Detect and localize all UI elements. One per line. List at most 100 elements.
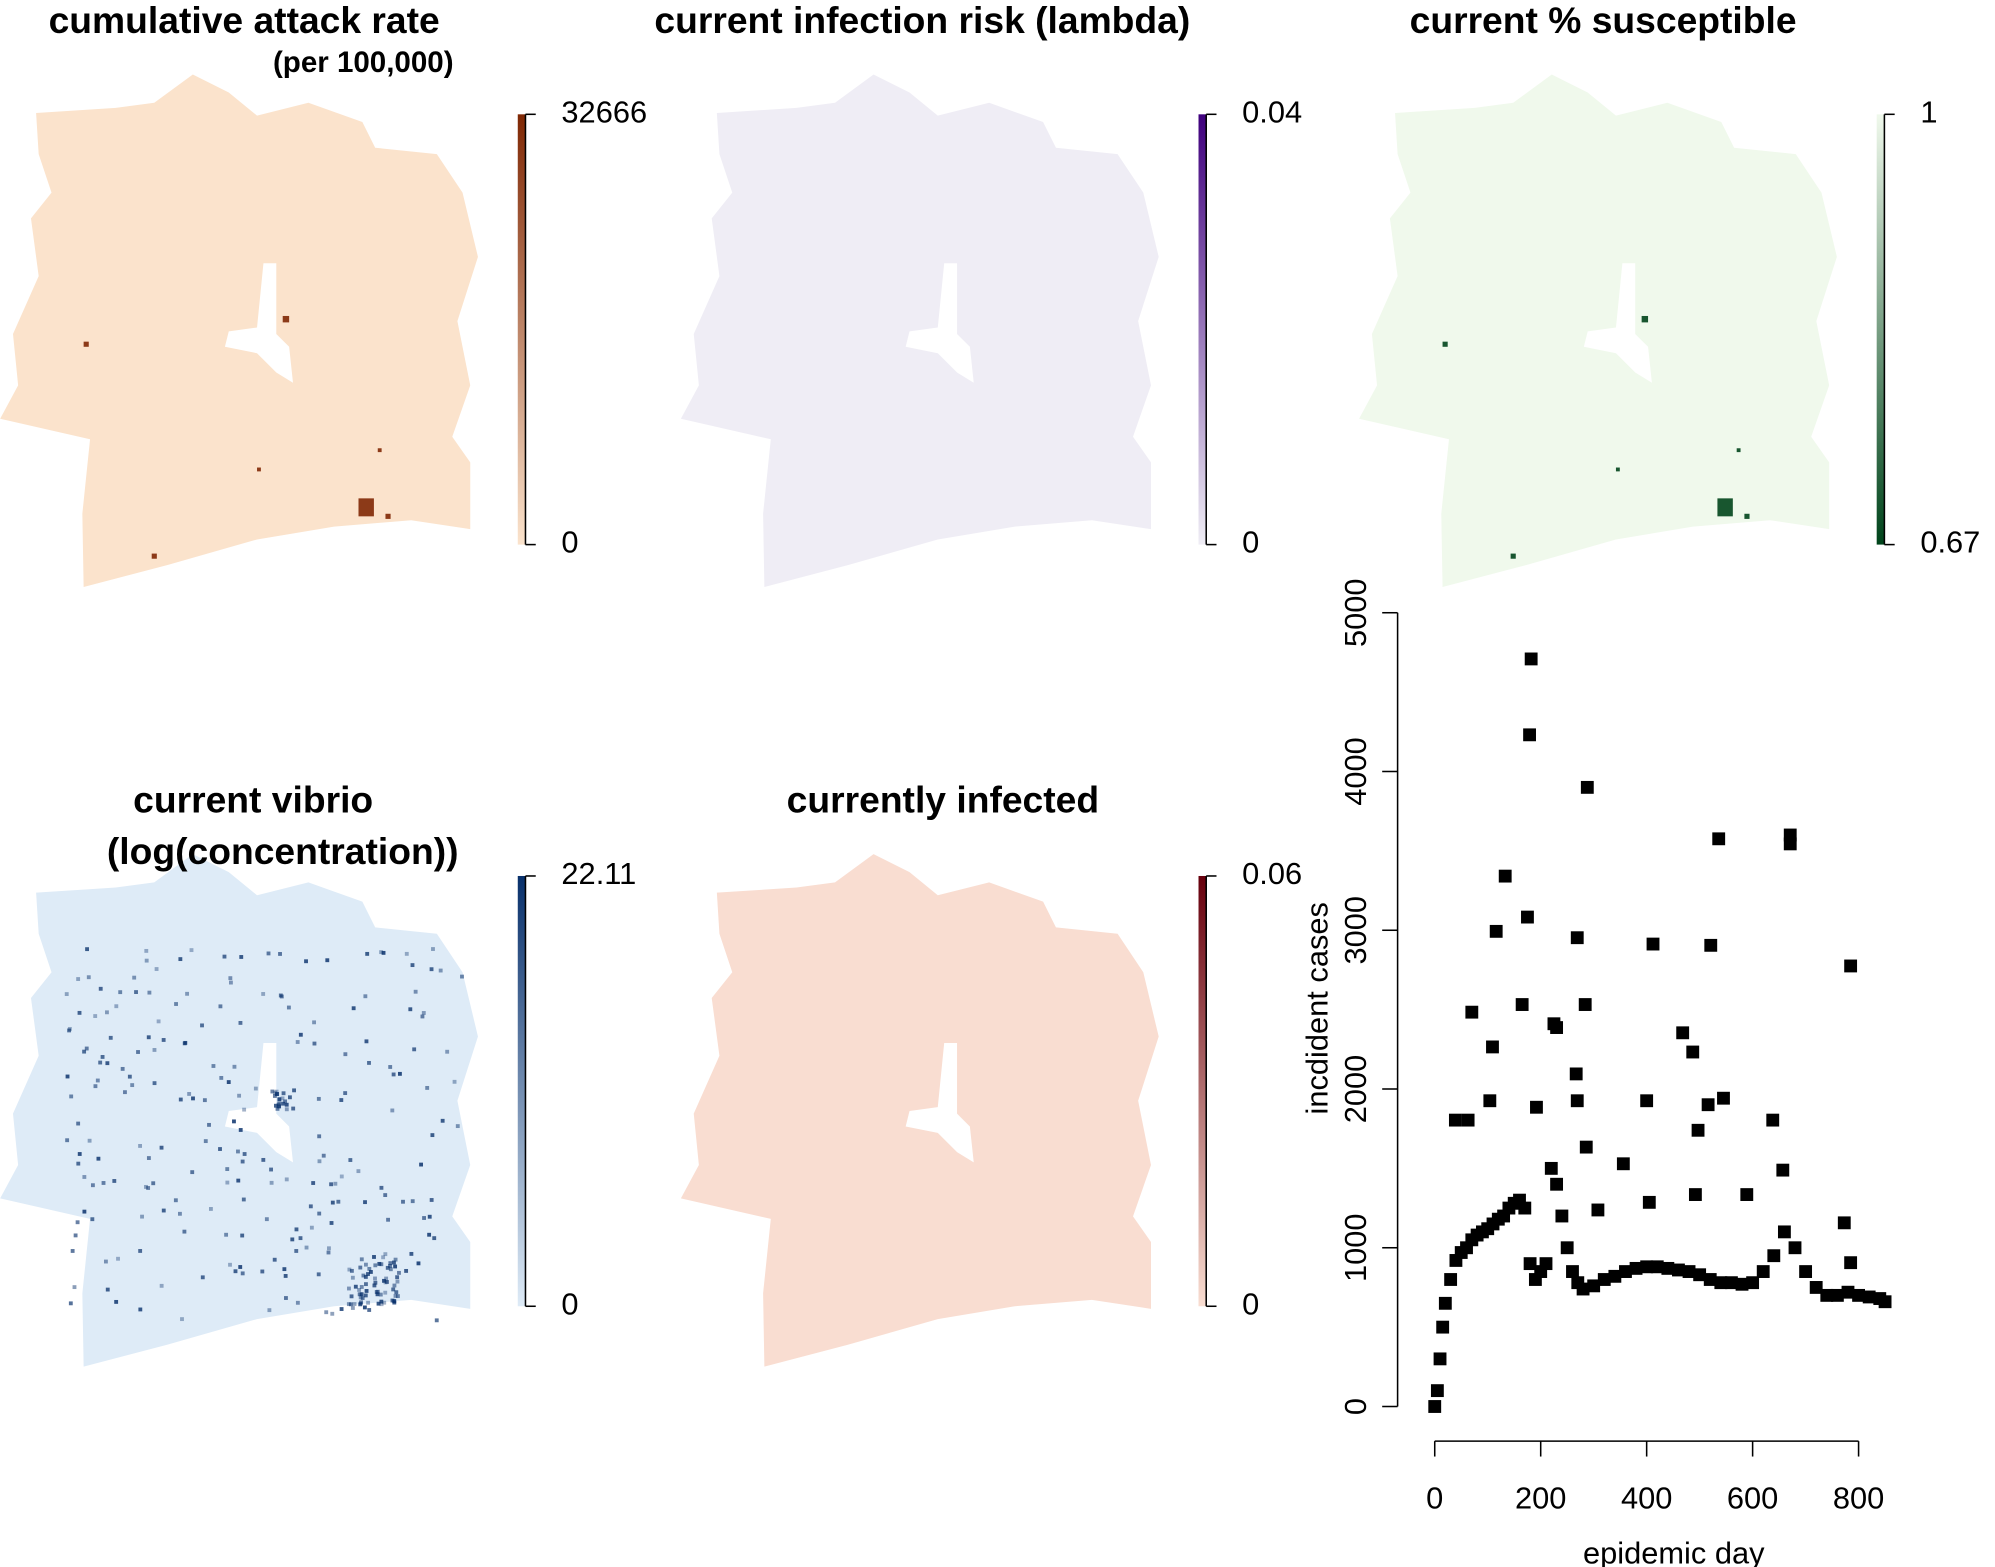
map-hotspot xyxy=(178,957,183,962)
map-hotspot xyxy=(101,1181,106,1185)
color-bar xyxy=(1876,114,1885,545)
scatter-point xyxy=(1701,1098,1715,1112)
scatter-point xyxy=(1578,998,1592,1011)
color-bar-label: 0.04 xyxy=(1242,94,1302,129)
map-hotspot xyxy=(357,1288,362,1292)
map-hotspot xyxy=(93,1014,98,1018)
map-hotspot xyxy=(93,1084,98,1089)
scatter-point xyxy=(1523,1257,1537,1271)
map-hotspot xyxy=(278,993,283,998)
map-hotspot xyxy=(114,1004,119,1009)
map-hotspot xyxy=(366,1300,371,1305)
map-hotspot xyxy=(200,1023,204,1028)
map-hotspot xyxy=(295,1040,300,1044)
map-hotspot xyxy=(211,1064,216,1068)
scatter-point xyxy=(1852,1288,1866,1302)
map-hotspot xyxy=(77,1152,82,1156)
map-hotspot xyxy=(84,1046,89,1051)
scatter-point xyxy=(1704,938,1718,952)
scatter-point xyxy=(1717,1091,1730,1105)
color-bar-label: 1 xyxy=(1920,94,1937,129)
scatter-point xyxy=(1640,1094,1654,1108)
map-hotspot xyxy=(190,1170,195,1175)
map-hotspot xyxy=(281,1091,286,1096)
color-bar xyxy=(517,114,526,545)
scatter-point xyxy=(1756,1265,1770,1278)
scatter-point xyxy=(1629,1261,1643,1275)
map-hotspot xyxy=(325,958,330,963)
map-title: cumulative attack rate xyxy=(49,0,440,41)
map-hotspot xyxy=(232,1119,236,1124)
color-bar xyxy=(1198,875,1207,1307)
map-hotspot xyxy=(316,1272,321,1277)
map-hotspot xyxy=(392,1283,397,1288)
map-hotspot xyxy=(100,1055,105,1059)
scatter-point xyxy=(1433,1352,1447,1366)
map-hotspot xyxy=(105,1010,109,1015)
map-hotspot xyxy=(228,980,233,985)
map-hotspot xyxy=(240,1271,245,1276)
map-hotspot xyxy=(286,1005,291,1010)
color-bar-label: 0 xyxy=(1242,525,1259,560)
scatter-point xyxy=(1570,931,1584,945)
map-hotspot xyxy=(445,1049,450,1054)
scatter-point xyxy=(1844,959,1858,973)
map-hotspot xyxy=(105,1287,110,1292)
scatter-point xyxy=(1576,1282,1590,1296)
map-hotspot xyxy=(280,1096,285,1101)
map-hotspot xyxy=(90,1217,95,1222)
scatter-point xyxy=(1486,1040,1499,1054)
x-tick-label: 400 xyxy=(1621,1480,1672,1515)
map-hotspot xyxy=(85,947,89,952)
map-hotspot xyxy=(95,1078,100,1083)
map-hotspot xyxy=(333,1181,338,1186)
scatter-point xyxy=(1820,1288,1834,1302)
map-hotspot xyxy=(283,1274,288,1278)
map-hotspot xyxy=(365,951,370,956)
map-hotspot xyxy=(270,1089,275,1094)
map-hotspot xyxy=(108,1035,113,1040)
map-hotspot xyxy=(379,1185,384,1190)
map-hotspot xyxy=(393,1257,398,1262)
scatter-point xyxy=(1766,1113,1780,1127)
map-hotspot xyxy=(70,1249,75,1253)
map-hotspot xyxy=(182,1041,187,1046)
map-hotspot xyxy=(395,1279,400,1284)
map-hotspot xyxy=(73,1233,78,1238)
map-hotspot xyxy=(378,1292,383,1297)
map-hotspot xyxy=(238,1020,243,1025)
map-hotspot xyxy=(75,1220,80,1225)
map-hotspot xyxy=(68,1301,73,1306)
map-hotspot xyxy=(144,958,149,963)
x-tick-label: 0 xyxy=(1426,1480,1443,1515)
scatter-point xyxy=(1523,728,1536,742)
scatter-point xyxy=(1570,1094,1584,1108)
scatter-point xyxy=(1661,1261,1675,1275)
scatter-point xyxy=(1686,1045,1700,1059)
map-hotspot xyxy=(327,1246,331,1251)
map-hotspot xyxy=(364,1039,369,1044)
map-hotspot xyxy=(269,1167,273,1172)
map-hotspot xyxy=(98,986,103,991)
map-hotspot xyxy=(185,991,190,996)
map-hotspot xyxy=(364,1282,368,1287)
map-hotspot xyxy=(363,1200,367,1205)
map-hotspot xyxy=(151,553,157,559)
scatter-point xyxy=(1714,1276,1728,1290)
map-hotspot xyxy=(294,1249,299,1253)
map-hotspot xyxy=(409,1251,414,1256)
map-hotspot xyxy=(138,1144,143,1148)
scatter-point xyxy=(1544,1161,1558,1175)
map-hotspot xyxy=(146,1035,151,1040)
map-hotspot xyxy=(219,1075,224,1080)
map-hotspot xyxy=(127,1074,132,1079)
map-hotspot xyxy=(182,1229,187,1234)
map-hotspot xyxy=(390,1298,395,1303)
scatter-point xyxy=(1489,924,1503,938)
map-hotspot xyxy=(267,1308,272,1313)
map-hotspot xyxy=(1442,341,1448,347)
map-hotspot xyxy=(309,1225,314,1230)
map-hotspot xyxy=(65,1074,70,1079)
scatter-point xyxy=(1619,1265,1632,1278)
scatter-point xyxy=(1691,1123,1705,1137)
